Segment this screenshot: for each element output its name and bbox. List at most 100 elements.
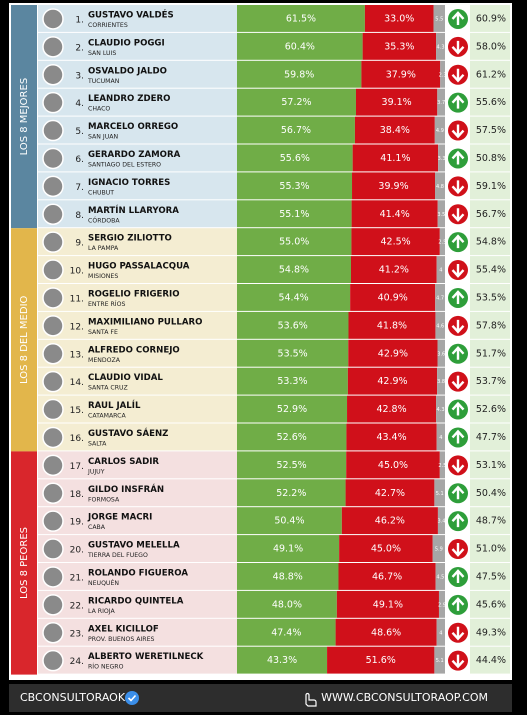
approval-bar	[237, 200, 352, 228]
disapproval-bar	[361, 60, 441, 88]
province: CORRIENTES	[88, 22, 128, 29]
governor-name: IGNACIO TORRES	[88, 178, 170, 188]
photo	[42, 231, 64, 253]
governor-name: RICARDO QUINTELA	[88, 596, 184, 606]
name-cell	[38, 507, 237, 535]
disapproval-label: 37.9%	[386, 69, 416, 80]
disapproval-label: 41.2%	[379, 265, 409, 276]
rank: 8.	[75, 211, 84, 221]
previous-cell	[470, 590, 510, 618]
photo	[42, 147, 64, 170]
disapproval-bar	[352, 144, 439, 172]
name-cell	[38, 172, 237, 200]
previous-value: 47.7%	[476, 432, 506, 443]
governor-name: ROGELIO FRIGERIO	[88, 289, 180, 299]
rank: 20.	[70, 546, 84, 556]
rank: 14.	[70, 378, 84, 388]
approval-label: 55.3%	[279, 181, 309, 192]
previous-cell	[470, 144, 510, 172]
approval-label: 53.6%	[278, 320, 308, 331]
disapproval-label: 41.4%	[380, 209, 410, 220]
disapproval-label: 42.5%	[381, 237, 411, 248]
previous-value: 45.6%	[476, 599, 506, 610]
disapproval-label: 45.0%	[371, 544, 401, 555]
undecided-label: 4	[439, 435, 442, 441]
province: SANTA FE	[88, 329, 118, 336]
trend-arrow-glyph	[451, 40, 465, 55]
province: NEUQUÉN	[88, 578, 119, 587]
rank: 2.	[75, 43, 84, 53]
trend-arrow-glyph	[451, 94, 465, 109]
approval-label: 49.1%	[273, 544, 303, 555]
group-label: LOS 8 DEL MEDIO	[19, 295, 30, 384]
trend-arrow-glyph	[451, 234, 465, 249]
rank: 3.	[75, 71, 84, 81]
disapproval-label: 42.7%	[375, 488, 405, 499]
disapproval-bar	[335, 618, 437, 646]
approval-label: 47.4%	[271, 627, 301, 638]
disapproval-bar	[327, 646, 435, 674]
province: RÍO NEGRO	[88, 662, 124, 671]
previous-value: 53.1%	[476, 460, 506, 471]
undecided-label: 4	[439, 268, 442, 274]
previous-cell	[470, 172, 510, 200]
undecided-label: 3.8	[437, 379, 445, 385]
disapproval-label: 43.4%	[376, 432, 406, 443]
trend-arrow-glyph	[451, 11, 465, 25]
disapproval-label: 45.0%	[378, 460, 408, 471]
governor-name: RAUL JALÍL	[88, 399, 141, 411]
previous-cell	[470, 535, 510, 562]
previous-value: 51.0%	[476, 544, 506, 555]
trend-arrow-glyph	[451, 375, 465, 390]
photo	[42, 203, 64, 225]
previous-value: 58.0%	[476, 41, 506, 52]
disapproval-bar	[347, 367, 438, 395]
previous-cell	[470, 563, 510, 590]
approval-label: 55.6%	[280, 153, 310, 164]
approval-bar	[237, 32, 363, 60]
disapproval-bar	[354, 116, 435, 144]
name-cell	[38, 88, 237, 116]
governor-name: SERGIO ZILIOTTO	[88, 234, 172, 244]
undecided-label: 5.1	[436, 491, 444, 497]
photo	[42, 566, 64, 588]
rank: 19.	[70, 518, 84, 528]
name-cell	[38, 256, 237, 283]
group-strip	[11, 228, 37, 452]
rank: 16.	[70, 434, 84, 444]
name-cell	[38, 451, 237, 479]
approval-label: 48.8%	[273, 571, 303, 582]
disapproval-bar	[364, 5, 434, 32]
undecided-label: 4	[439, 630, 442, 636]
undecided-label: 4.6	[436, 323, 444, 329]
trend-arrow-glyph	[451, 208, 465, 223]
undecided-label: 4.3	[437, 44, 445, 50]
trend-arrow-glyph	[451, 429, 465, 444]
approval-bar	[237, 116, 355, 144]
previous-value: 57.8%	[476, 320, 506, 331]
approval-label: 55.1%	[279, 209, 309, 220]
disapproval-bar	[348, 339, 438, 367]
trend-arrow-glyph	[451, 180, 465, 195]
undecided-label: 4.5	[436, 574, 444, 580]
approval-bar	[237, 88, 356, 116]
photo	[42, 454, 64, 477]
approval-label: 53.5%	[278, 348, 308, 359]
disapproval-bar	[348, 311, 436, 339]
previous-value: 47.5%	[476, 571, 506, 582]
disapproval-label: 42.9%	[378, 348, 408, 359]
disapproval-bar	[362, 32, 437, 60]
photo	[42, 594, 64, 616]
undecided-label: 2.5	[438, 463, 446, 469]
disapproval-label: 41.1%	[380, 153, 410, 164]
undecided-bar	[433, 5, 445, 32]
disapproval-bar	[350, 284, 436, 311]
name-cell	[38, 395, 237, 423]
province: MENDOZA	[88, 357, 121, 364]
rank: 13.	[70, 350, 84, 360]
verified-icon	[125, 691, 139, 705]
governor-name: MARCELO ORREGO	[88, 122, 178, 132]
disapproval-label: 33.0%	[384, 13, 414, 24]
approval-bar	[237, 590, 337, 618]
